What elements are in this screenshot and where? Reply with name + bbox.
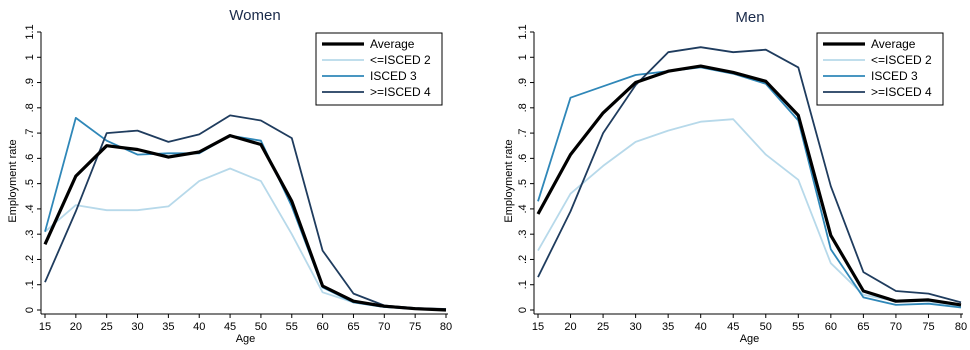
y-tick-label: 1.1: [24, 24, 36, 39]
y-tick-label: 0: [517, 307, 529, 313]
y-tick-label: .5: [24, 179, 36, 188]
y-tick-label: 1: [517, 54, 529, 60]
x-tick-label: 25: [597, 321, 609, 333]
y-tick-label: .9: [24, 78, 36, 87]
x-tick-label: 40: [193, 321, 205, 333]
x-tick-label: 50: [760, 321, 772, 333]
chart-title: Women: [229, 7, 280, 24]
chart-title: Men: [735, 9, 764, 26]
series-line-average: [43, 134, 447, 312]
x-tick-label: 65: [347, 321, 359, 333]
series-line-isced-3: [537, 66, 962, 309]
legend: Average <=ISCED 2 ISCED 3 >=ISCED 4: [816, 32, 944, 106]
legend-label: ISCED 3: [370, 69, 417, 83]
x-axis-title: Age: [740, 333, 760, 345]
y-tick-label: .7: [24, 128, 36, 137]
x-tick-label: 45: [224, 321, 236, 333]
x-tick-label: 15: [39, 321, 51, 333]
legend-label: >=ISCED 4: [871, 85, 932, 99]
y-tick-label: .3: [24, 230, 36, 239]
x-tick-label: 70: [890, 321, 902, 333]
series-line-average: [536, 64, 962, 307]
x-tick-label: 60: [316, 321, 328, 333]
series-line-isced-4: [44, 114, 447, 310]
legend-label: <=ISCED 2: [871, 53, 932, 67]
y-tick-label: .7: [517, 128, 529, 137]
legend-label: <=ISCED 2: [370, 53, 431, 67]
x-tick-label: 20: [564, 321, 576, 333]
x-tick-label: 55: [792, 321, 804, 333]
x-axis-title: Age: [236, 333, 256, 345]
x-tick-label: 15: [532, 321, 544, 333]
x-tick-label: 50: [255, 321, 267, 333]
legend-label: >=ISCED 4: [370, 85, 431, 99]
chart-panel-women: Women 0 .1 .2 .3 .4 .5 .6 .7 .8 .9 1 1.1 15 20 25 30 35 40…: [7, 7, 452, 345]
y-tick-label: .8: [517, 103, 529, 112]
legend-label: ISCED 3: [871, 69, 918, 83]
y-tick-label: .2: [517, 255, 529, 264]
y-tick-label: 0: [24, 307, 36, 313]
series-line-isced-2: [44, 167, 447, 311]
legend: Average <=ISCED 2 ISCED 3 >=ISCED 4: [315, 32, 443, 106]
x-tick-label: 65: [857, 321, 869, 333]
legend-label: Average: [370, 37, 415, 51]
y-tick-label: .2: [24, 255, 36, 264]
x-tick-label: 35: [162, 321, 174, 333]
x-tick-label: 75: [409, 321, 421, 333]
y-tick-label: .1: [24, 280, 36, 289]
chart-panel-men: Men 0 .1 .2 .3 .4 .5 .6 .7 .8 .9 1 1.1 15 20 25 30 35 40 45…: [503, 9, 967, 345]
y-tick-label: .6: [24, 154, 36, 163]
series-line-isced-2: [537, 118, 962, 308]
x-tick-label: 30: [629, 321, 641, 333]
x-tick-label: 40: [695, 321, 707, 333]
x-tick-label: 75: [922, 321, 934, 333]
y-tick-label: .1: [517, 280, 529, 289]
y-tick-label: .9: [517, 78, 529, 87]
y-axis-title: Employment rate: [503, 139, 515, 222]
y-tick-label: .4: [517, 204, 529, 213]
x-tick-label: 80: [955, 321, 967, 333]
x-tick-label: 60: [825, 321, 837, 333]
y-tick-label: 1.1: [517, 24, 529, 39]
y-tick-label: .6: [517, 154, 529, 163]
y-tick-label: .8: [24, 103, 36, 112]
x-tick-label: 55: [286, 321, 298, 333]
x-tick-label: 70: [378, 321, 390, 333]
y-axis-title: Employment rate: [7, 139, 19, 222]
x-tick-label: 30: [131, 321, 143, 333]
x-tick-label: 20: [70, 321, 82, 333]
y-tick-label: 1: [24, 54, 36, 60]
x-tick-label: 35: [662, 321, 674, 333]
x-tick-label: 80: [440, 321, 452, 333]
y-tick-label: .5: [517, 179, 529, 188]
x-tick-label: 45: [727, 321, 739, 333]
y-tick-label: .4: [24, 204, 36, 213]
series-line-isced-4: [537, 46, 962, 304]
y-tick-label: .3: [517, 230, 529, 239]
legend-label: Average: [871, 37, 916, 51]
x-tick-label: 25: [101, 321, 113, 333]
